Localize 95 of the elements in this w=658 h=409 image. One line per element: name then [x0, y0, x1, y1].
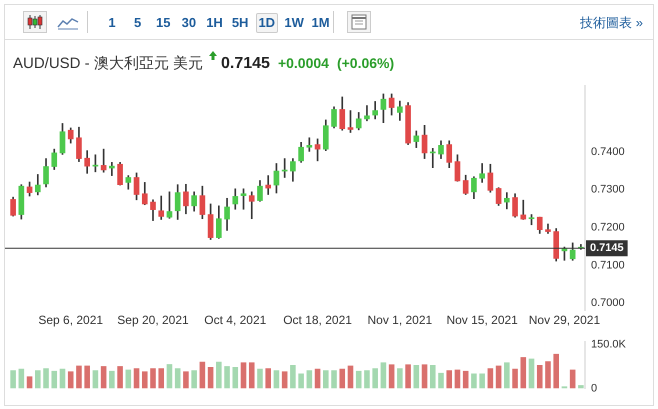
- bar: [356, 370, 362, 388]
- bar: [158, 368, 164, 388]
- bar: [68, 371, 74, 388]
- bar: [388, 364, 394, 388]
- bar: [348, 366, 354, 388]
- x-tick-label: Sep 20, 2021: [117, 313, 190, 328]
- bar: [479, 373, 485, 388]
- bar: [496, 366, 502, 388]
- bar: [109, 370, 115, 388]
- candlestick: [314, 138, 320, 162]
- bar: [306, 370, 312, 388]
- candlestick: [545, 224, 551, 234]
- bar: [224, 366, 230, 388]
- bar: [126, 370, 132, 388]
- bar: [134, 368, 140, 388]
- chart-title: AUD/USD - 澳大利亞元 美元: [13, 55, 204, 72]
- bar: [208, 367, 214, 388]
- bar: [545, 361, 551, 388]
- bar: [397, 368, 403, 388]
- x-tick-label: Oct 18, 2021: [283, 313, 352, 328]
- candlestick: [166, 192, 172, 219]
- bar: [462, 370, 468, 388]
- bar: [240, 362, 246, 388]
- bar: [528, 358, 534, 388]
- y-tick-label: 150.0K: [591, 338, 627, 351]
- bar: [553, 354, 559, 388]
- bar: [26, 376, 32, 388]
- bar: [200, 362, 206, 388]
- bar: [51, 370, 58, 388]
- chart-subtitle: 0.7145 +0.0004 (+0.06%): [221, 55, 394, 72]
- bar: [92, 370, 98, 388]
- bar: [216, 362, 222, 388]
- candlestick: [348, 110, 354, 133]
- bar: [191, 370, 197, 388]
- bar: [265, 368, 271, 388]
- bar: [504, 362, 510, 388]
- bar: [405, 364, 411, 388]
- text: 1 5 15 30 1H 5H 1D 1W 1M: [108, 15, 330, 30]
- bar: [323, 370, 329, 388]
- bar: [150, 368, 156, 388]
- bar: [60, 368, 66, 388]
- candlestick: [240, 188, 246, 210]
- bar: [84, 366, 90, 388]
- bar: [290, 365, 296, 388]
- y-tick-label: 0.7200: [591, 221, 625, 234]
- bar: [174, 368, 180, 388]
- bar: [578, 385, 584, 388]
- bar: [232, 367, 238, 388]
- bar: [142, 371, 148, 388]
- bar: [274, 370, 280, 388]
- text: 技術圖表 »: [579, 14, 644, 32]
- bar: [380, 362, 386, 388]
- bar: [183, 371, 189, 388]
- candlestick: [364, 105, 370, 122]
- bar: [512, 368, 518, 388]
- bar: [446, 370, 452, 388]
- bar: [76, 366, 82, 388]
- x-tick-label: Sep 6, 2021: [38, 313, 104, 328]
- y-tick-label: 0.7100: [591, 259, 625, 272]
- bar: [18, 368, 24, 388]
- bar: [100, 366, 106, 388]
- bar: [536, 365, 543, 388]
- bar: [422, 364, 428, 388]
- bar: [314, 368, 320, 388]
- x-tick-label: Nov 1, 2021: [368, 313, 433, 328]
- ref-line-label: 0.7145: [590, 242, 624, 254]
- y-tick-label: 0: [591, 382, 598, 394]
- bar: [414, 365, 420, 388]
- bar: [339, 368, 346, 388]
- x-tick-label: Oct 4, 2021: [204, 313, 267, 328]
- y-tick-label: 0.7300: [591, 184, 625, 196]
- bar: [282, 371, 288, 388]
- bar: [488, 368, 494, 388]
- x-tick-label: Nov 29, 2021: [528, 313, 600, 328]
- bar: [570, 370, 576, 388]
- bar: [520, 357, 526, 388]
- y-tick-label: 0.7400: [591, 146, 625, 158]
- y-tick-label: 0.7000: [591, 297, 625, 310]
- bar: [430, 365, 436, 388]
- bar: [117, 366, 123, 388]
- bar: [331, 370, 337, 388]
- bar: [166, 364, 172, 388]
- bar: [372, 368, 378, 388]
- bar: [43, 368, 49, 388]
- bar: [257, 368, 263, 388]
- bar: [248, 362, 255, 388]
- bar: [454, 370, 460, 388]
- bar: [438, 372, 444, 388]
- bar: [471, 373, 477, 388]
- bar: [10, 370, 16, 388]
- x-tick-label: Nov 15, 2021: [446, 313, 518, 328]
- candlestick: [528, 214, 534, 226]
- bar: [364, 370, 370, 388]
- bar: [298, 373, 304, 388]
- bar: [35, 370, 41, 388]
